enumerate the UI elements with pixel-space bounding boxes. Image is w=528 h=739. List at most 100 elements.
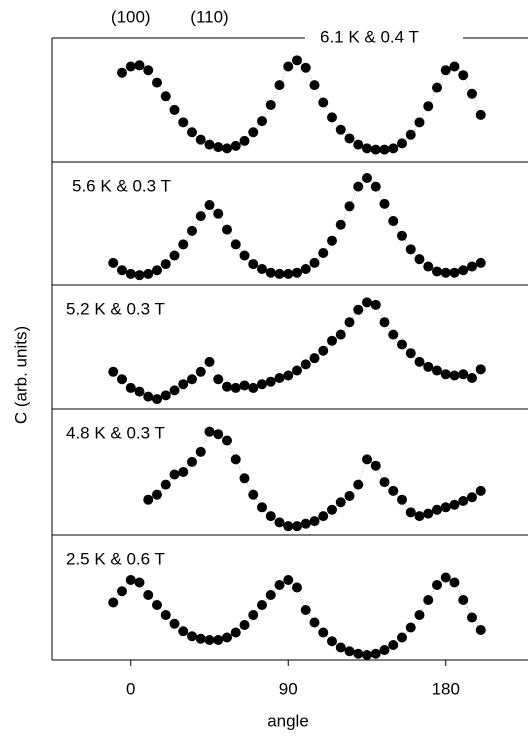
data-point: [362, 172, 372, 183]
data-point: [327, 335, 337, 346]
data-point: [467, 373, 477, 383]
data-point: [152, 600, 162, 610]
data-point: [274, 80, 285, 91]
data-point: [362, 143, 372, 154]
data-point: [178, 117, 189, 128]
data-point: [318, 345, 329, 356]
data-point: [344, 133, 355, 144]
data-point: [475, 364, 486, 375]
data-point: [440, 572, 451, 583]
data-point: [213, 374, 224, 385]
annotation: (110): [190, 7, 228, 26]
data-point: [379, 198, 390, 209]
data-point: [397, 632, 407, 643]
data-point: [248, 127, 259, 138]
data-point: [458, 595, 469, 605]
data-point: [143, 494, 154, 505]
data-point: [283, 521, 294, 532]
data-point: [432, 266, 442, 277]
data-point: [178, 239, 189, 250]
data-point: [423, 508, 434, 519]
x-tick-label: 0: [126, 679, 135, 698]
data-point: [239, 380, 250, 391]
data-point: [283, 268, 294, 279]
data-point: [467, 492, 477, 503]
data-point: [204, 200, 215, 211]
data-point: [335, 124, 346, 135]
data-point: [440, 267, 451, 278]
data-point: [213, 142, 224, 153]
data-point: [143, 590, 154, 600]
data-point: [318, 97, 329, 108]
data-point: [405, 622, 416, 633]
data-point: [117, 67, 127, 78]
data-point: [187, 374, 197, 385]
data-point: [125, 268, 136, 279]
data-point: [134, 60, 145, 71]
data-point: [204, 139, 215, 150]
data-point: [379, 477, 390, 488]
data-point: [432, 82, 442, 93]
data-point: [370, 648, 381, 659]
data-point: [187, 225, 197, 236]
data-point: [300, 518, 311, 529]
data-point: [449, 577, 460, 588]
data-point: [248, 489, 259, 500]
data-point: [292, 55, 302, 66]
data-point: [230, 454, 241, 465]
data-point: [117, 586, 127, 597]
trace-line: [113, 302, 481, 400]
data-point: [414, 117, 425, 128]
data-point: [300, 264, 311, 275]
data-point: [458, 369, 469, 380]
data-point: [169, 250, 180, 261]
data-point: [467, 261, 477, 272]
data-point: [204, 356, 215, 367]
data-point: [222, 435, 232, 446]
data-point: [265, 99, 276, 110]
data-point: [257, 264, 267, 275]
annotation: (100): [111, 7, 151, 26]
data-point: [309, 353, 320, 364]
data-point: [432, 365, 442, 376]
data-point: [292, 365, 302, 376]
data-point: [125, 382, 136, 393]
data-point: [440, 502, 451, 513]
data-point: [204, 426, 215, 437]
data-point: [318, 248, 329, 259]
data-point: [213, 635, 224, 645]
data-point: [397, 138, 407, 149]
data-point: [169, 618, 180, 629]
x-tick-label: 180: [432, 679, 460, 698]
data-point: [160, 390, 171, 401]
data-point: [370, 299, 381, 310]
data-point: [300, 359, 311, 370]
data-point: [160, 259, 171, 270]
data-point: [475, 625, 486, 635]
data-point: [397, 494, 407, 505]
data-point: [370, 460, 381, 471]
data-point: [327, 636, 337, 647]
data-point: [344, 646, 355, 657]
data-point: [318, 627, 329, 638]
label-bg: [305, 28, 463, 48]
data-point: [230, 382, 241, 393]
data-point: [440, 369, 451, 380]
data-point: [283, 575, 294, 585]
data-point: [475, 109, 486, 120]
data-point: [187, 631, 197, 642]
data-point: [257, 502, 267, 513]
data-point: [169, 469, 180, 480]
data-point: [327, 112, 337, 123]
data-point: [353, 479, 364, 490]
data-point: [440, 65, 451, 76]
data-point: [327, 235, 337, 246]
data-point: [134, 577, 145, 588]
data-point: [405, 348, 416, 359]
data-point: [414, 254, 425, 265]
data-point: [292, 521, 302, 532]
data-point: [414, 610, 425, 620]
data-point: [335, 642, 346, 653]
data-point: [117, 265, 127, 276]
